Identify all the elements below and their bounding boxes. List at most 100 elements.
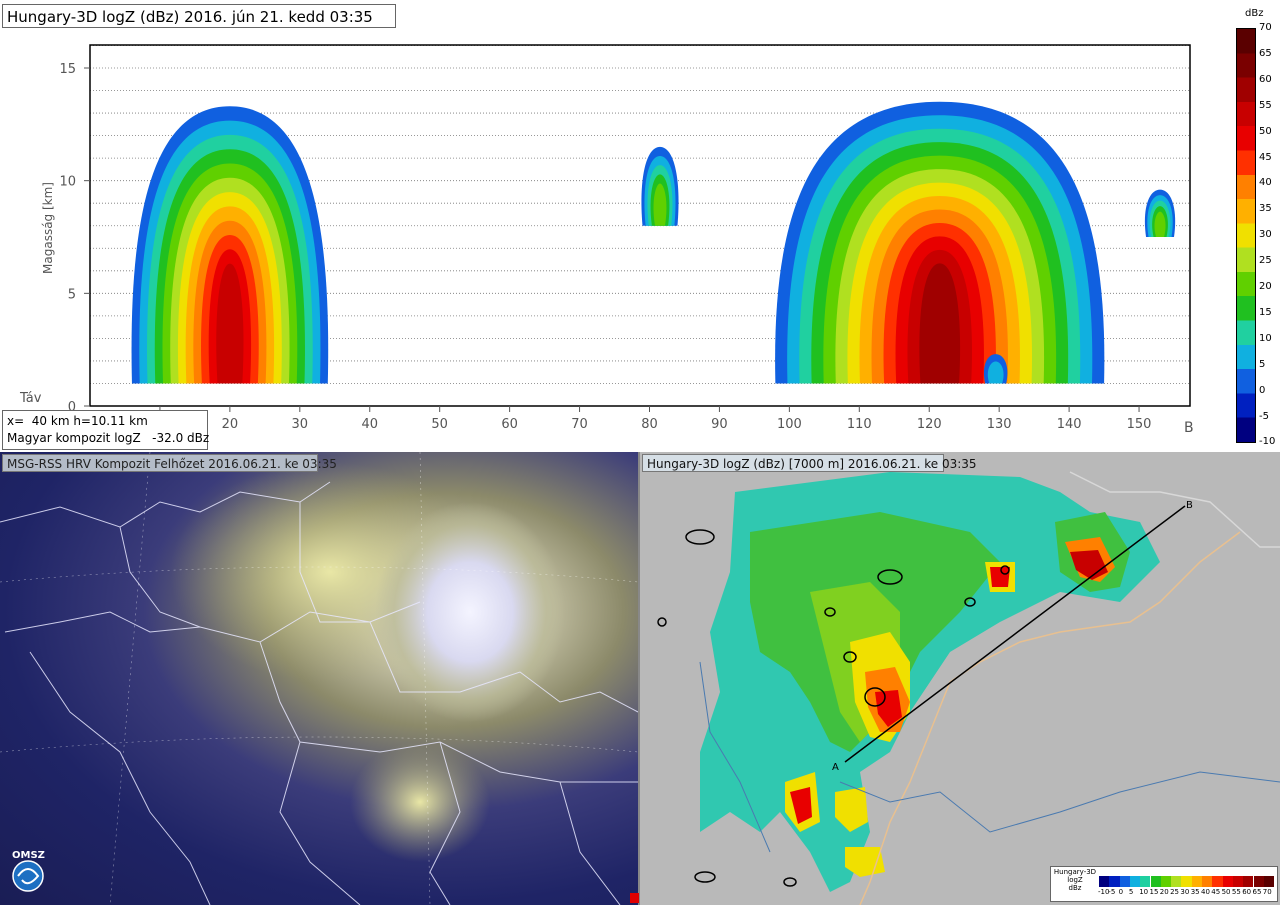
- logo-text: OMSZ: [12, 850, 45, 861]
- end-label-b: B: [1184, 420, 1194, 436]
- radar-legend-swatch: [1253, 876, 1264, 887]
- x-tick-label: 20: [222, 417, 239, 432]
- radar-legend-label: 40: [1201, 888, 1210, 896]
- echo-level: [216, 263, 244, 384]
- legend-tick-label: 15: [1259, 306, 1272, 318]
- radar-legend-label: 25: [1170, 888, 1180, 896]
- contours: [657, 529, 1010, 887]
- radar-legend-label: 55: [1231, 888, 1241, 896]
- y-tick-label: 0: [68, 400, 76, 415]
- y-axis-label: Magasság [km]: [41, 182, 55, 274]
- cloud-patch: [350, 742, 490, 862]
- section-line: [844, 505, 1186, 763]
- radar-legend-swatch: [1160, 876, 1172, 887]
- legend-tick-label: 30: [1259, 229, 1272, 241]
- x-tick-label: 110: [847, 417, 872, 432]
- storm-anvil: [375, 502, 565, 722]
- radar-legend-label: 15: [1149, 888, 1159, 896]
- x-tick-label: 130: [987, 417, 1012, 432]
- radar-legend-swatch: [1119, 876, 1130, 887]
- satellite-header: MSG-RSS HRV Kompozit Felhőzet 2016.06.21…: [2, 454, 337, 472]
- radar-legend-label: 70: [1262, 888, 1272, 896]
- radar-legend-title: Hungary-3D logZ dBz: [1053, 868, 1097, 892]
- x-tick-label: 140: [1057, 417, 1082, 432]
- satellite-overlay: OMSZ: [0, 452, 638, 905]
- x-tick-label: 90: [711, 417, 728, 432]
- cell-far-right: [1144, 189, 1176, 237]
- radar-legend-label: 30: [1180, 888, 1190, 896]
- echo-level: [987, 361, 1004, 384]
- radar-legend-swatch: [1140, 876, 1151, 887]
- radar-legend-label: 10: [1139, 888, 1149, 896]
- legend-tick-label: 45: [1259, 151, 1272, 163]
- echo-level: [919, 263, 961, 384]
- radar-legend-label: -5: [1108, 888, 1116, 896]
- x-tick-label: 120: [917, 417, 942, 432]
- radar-legend-swatch: [1191, 876, 1202, 887]
- point-a-label: A: [832, 762, 839, 773]
- radar-legend-swatch: [1181, 876, 1192, 887]
- radar-legend-label: 35: [1190, 888, 1200, 896]
- legend-tick-label: -5: [1259, 410, 1269, 422]
- legend-colorbar: [1236, 28, 1256, 443]
- echo-cells: [131, 101, 1176, 384]
- plot-frame: [89, 44, 1191, 407]
- radar-legend-swatch: [1243, 876, 1254, 887]
- x-tick-label: 30: [292, 417, 309, 432]
- x-tick-label: 50: [431, 417, 448, 432]
- point-b-label: B: [1186, 500, 1193, 511]
- radar-legend-label: 5: [1128, 888, 1134, 896]
- radar-legend-swatch: [1099, 876, 1110, 887]
- xsection-chart: 0510151020304050607080901001101201301401…: [19, 44, 1194, 436]
- red-corner-marker: [630, 893, 639, 903]
- cell-mid: [641, 146, 679, 226]
- readout-value: Magyar kompozit logZ -32.0 dBz: [7, 431, 210, 445]
- x-tick-label: 40: [361, 417, 378, 432]
- radar-legend: Hungary-3D logZ dBz -10 -5 0 5 10 15 20 25 30 35 4…: [1050, 866, 1278, 902]
- x-tick-label: 150: [1127, 417, 1152, 432]
- y-tick-label: 10: [59, 175, 76, 190]
- radar-legend-label: -10: [1098, 888, 1110, 896]
- legend-tick-label: 40: [1259, 177, 1272, 189]
- readout-position: x= 40 km h=10.11 km: [7, 414, 148, 428]
- legend-tick-label: 55: [1259, 99, 1272, 111]
- legend-tick-label: 0: [1259, 384, 1266, 396]
- legend-tick-label: -10: [1259, 436, 1276, 448]
- legend-tick-label: 65: [1259, 47, 1272, 59]
- panel-divider: [638, 452, 640, 905]
- radar-legend-swatch: [1222, 876, 1233, 887]
- cell-left: [131, 106, 329, 384]
- cursor-readout: x= 40 km h=10.11 km Magyar kompozit logZ…: [2, 410, 210, 450]
- radar-header: Hungary-3D logZ (dBz) [7000 m] 2016.06.2…: [642, 454, 977, 472]
- radar-legend-label: 20: [1159, 888, 1169, 896]
- legend-tick-label: 50: [1259, 125, 1272, 137]
- radar-legend-label: 50: [1221, 888, 1231, 896]
- legend-tick-label: 35: [1259, 203, 1272, 215]
- legend-tick-label: 20: [1259, 281, 1272, 292]
- radar-legend-label: 60: [1242, 888, 1252, 896]
- radar-legend-swatch: [1212, 876, 1223, 887]
- x-axis-label: Táv: [19, 391, 42, 406]
- radar-legend-swatch: [1129, 876, 1141, 887]
- radar-legend-swatch: [1232, 876, 1244, 887]
- legend-tick-label: 5: [1259, 358, 1266, 370]
- radar-legend-label: 0: [1118, 888, 1124, 896]
- echo-level: [653, 183, 667, 226]
- radar-legend-swatch: [1202, 876, 1213, 887]
- radar-legend-label: 65: [1252, 888, 1262, 896]
- satellite-image-panel[interactable]: OMSZ MSG-RSS HRV Kompozit Felhőzet 2016.…: [0, 452, 638, 905]
- lat-lon-grid: [0, 452, 638, 905]
- radar-map-panel[interactable]: A B Hungary-3D logZ (dBz) [7000 m] 2016.…: [640, 452, 1280, 905]
- omsz-logo-icon: [12, 860, 44, 892]
- radar-echoes: [700, 472, 1160, 892]
- radar-legend-swatch: [1171, 876, 1182, 887]
- radar-overlay: A B: [657, 471, 1280, 905]
- y-tick-label: 5: [68, 287, 76, 302]
- radar-legend-label: 45: [1211, 888, 1221, 896]
- cell-small-bottom: [983, 354, 1008, 384]
- x-tick-label: 100: [777, 417, 802, 432]
- legend-tick-label: 60: [1259, 73, 1272, 85]
- echo-level: [1154, 211, 1166, 237]
- legend-tick-label: 25: [1259, 255, 1272, 267]
- radar-legend-swatch: [1263, 876, 1275, 887]
